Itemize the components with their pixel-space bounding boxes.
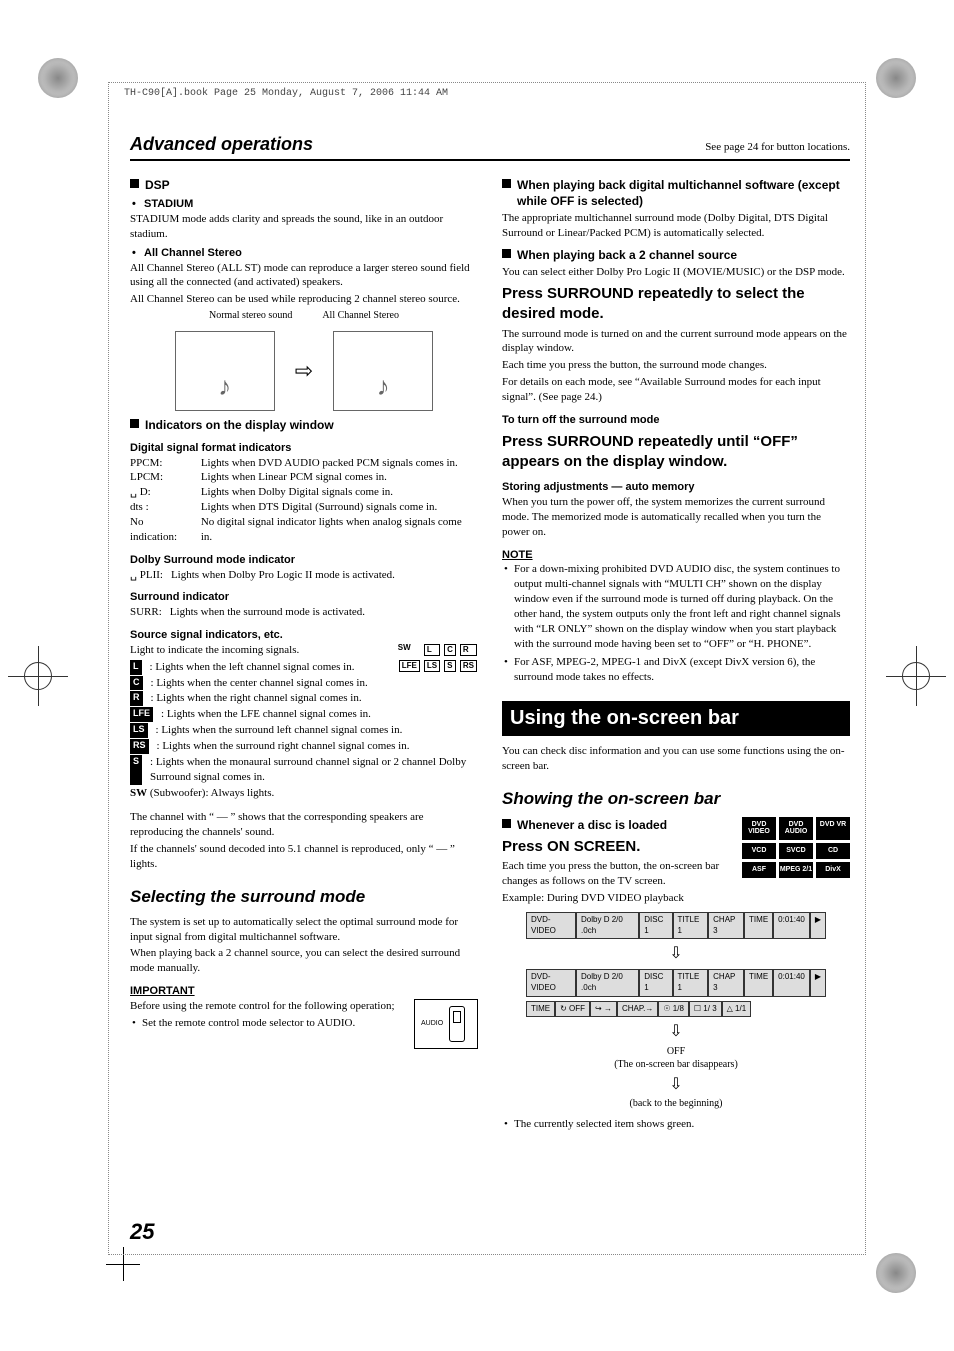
rs-chip: RS — [130, 739, 149, 754]
note-2: For ASF, MPEG-2, MPEG-1 and DivX (except… — [514, 655, 850, 685]
press-onscreen-b2: Example: During DVD VIDEO playback — [502, 891, 850, 906]
osd-bar-2: DVD-VIDEODolby D 2/0 .0chDISC 1TITLE 1CH… — [526, 969, 826, 997]
two-ch-body: You can select either Dolby Pro Logic II… — [502, 265, 850, 280]
signal-indicator-grid: SW L C R LFE LS S RS — [398, 643, 478, 673]
important-b2: Set the remote control mode selector to … — [142, 1016, 478, 1031]
all-channel-stereo-heading: All Channel Stereo — [144, 246, 478, 261]
press-surround-b3: For details on each mode, see “Available… — [502, 375, 850, 405]
dolby-mode-heading: Dolby Surround mode indicator — [130, 553, 478, 568]
registration-mark-right — [896, 656, 936, 696]
digital-format-heading: Digital signal format indicators — [130, 441, 478, 456]
note-heading: NOTE — [502, 548, 850, 563]
s-chip: S — [130, 755, 142, 785]
surround-ind-heading: Surround indicator — [130, 590, 478, 605]
right-column: When playing back digital multichannel s… — [502, 171, 850, 1136]
multi-heading: When playing back digital multichannel s… — [502, 177, 850, 209]
allch-body1: All Channel Stereo (ALL ST) mode can rep… — [130, 261, 478, 291]
osd-bar-3: TIME↻ OFF↪ →CHAP.→☉ 1/8☐ 1/ 3△ 1/1 — [526, 1001, 826, 1018]
down-arrow-icon: ⇩ — [502, 1074, 850, 1096]
select-mode-b2: When playing back a 2 channel source, yo… — [130, 946, 478, 976]
using-osd-b: You can check disc information and you c… — [502, 744, 850, 774]
r-chip: R — [130, 691, 143, 706]
page-content: Advanced operations See page 24 for butt… — [130, 134, 850, 1136]
two-ch-heading: When playing back a 2 channel source — [502, 247, 850, 263]
stereo-diagram: ♪ ⇨ ♪ — [130, 331, 478, 411]
indicators-heading: Indicators on the display window — [130, 417, 478, 433]
allch-body2: All Channel Stereo can be used while rep… — [130, 292, 478, 307]
using-osd-h1: Using the on-screen bar — [502, 701, 850, 736]
c-chip: C — [130, 676, 143, 691]
surround-ind-row: SURR:Lights when the surround mode is ac… — [130, 605, 373, 620]
registration-mark-left — [18, 656, 58, 696]
off-label: OFF — [502, 1045, 850, 1059]
book-page-meta: TH-C90[A].book Page 25 Monday, August 7,… — [124, 88, 448, 99]
allch-stereo-fig: ♪ — [333, 331, 433, 411]
crop-mark-top-right — [876, 58, 916, 98]
normal-stereo-fig: ♪ — [175, 331, 275, 411]
stadium-body: STADIUM mode adds clarity and spreads th… — [130, 212, 478, 242]
storing-b: When you turn the power off, the system … — [502, 495, 850, 540]
press-surround-b2: Each time you press the button, the surr… — [502, 358, 850, 373]
lfe-chip: LFE — [130, 707, 153, 722]
l-chip: L — [130, 660, 142, 675]
stadium-heading: STADIUM — [144, 197, 478, 212]
turn-off-h: To turn off the surround mode — [502, 413, 850, 428]
press-surround-b1: The surround mode is turned on and the c… — [502, 327, 850, 357]
format-indicator-table: PPCM:Lights when DVD AUDIO packed PCM si… — [130, 456, 478, 545]
sw-line: SW (Subwoofer): Always lights. — [130, 786, 478, 801]
channel-dash-1: The channel with “ — ” shows that the co… — [130, 810, 478, 840]
currently-green: The currently selected item shows green. — [514, 1117, 850, 1132]
osd-bar-1: DVD-VIDEODolby D 2/0 .0chDISC 1TITLE 1CH… — [526, 912, 826, 940]
channel-dash-2: If the channels' sound decoded into 5.1 … — [130, 842, 478, 872]
section-title: Advanced operations — [130, 134, 313, 155]
left-column: DSP STADIUM STADIUM mode adds clarity an… — [130, 171, 478, 1136]
page-number: 25 — [130, 1219, 154, 1245]
disc-type-grid: DVD VIDEO DVD AUDIO DVD VR VCD SVCD CD A… — [742, 817, 850, 878]
ls-chip: LS — [130, 723, 148, 738]
down-arrow-icon: ⇩ — [502, 943, 850, 965]
two-column-layout: DSP STADIUM STADIUM mode adds clarity an… — [130, 171, 850, 1136]
note-list: For a down-mixing prohibited DVD AUDIO d… — [514, 562, 850, 685]
dolby-mode-row: ␣ PLII:Lights when Dolby Pro Logic II mo… — [130, 568, 403, 583]
press-until-off-h: Press SURROUND repeatedly until “OFF” ap… — [502, 432, 850, 473]
whenever-heading: Whenever a disc is loaded — [502, 817, 734, 833]
running-head: Advanced operations See page 24 for butt… — [130, 134, 850, 161]
dsp-heading: DSP — [130, 177, 478, 193]
selecting-surround-h2: Selecting the surround mode — [130, 886, 478, 909]
normal-stereo-label: Normal stereo sound — [209, 309, 292, 323]
crop-mark-bottom-right — [876, 1253, 916, 1293]
source-signal-heading: Source signal indicators, etc. — [130, 628, 478, 643]
down-arrow-icon: ⇩ — [502, 1021, 850, 1043]
disappears-note: (The on-screen bar disappears) — [502, 1058, 850, 1072]
multi-body: The appropriate multichannel surround mo… — [502, 211, 850, 241]
see-page-note: See page 24 for button locations. — [705, 141, 850, 153]
note-1: For a down-mixing prohibited DVD AUDIO d… — [514, 562, 850, 651]
arrow-icon: ⇨ — [295, 356, 313, 386]
important-heading: IMPORTANT — [130, 984, 478, 999]
allch-stereo-label: All Channel Stereo — [322, 309, 399, 323]
back-to-beginning: (back to the beginning) — [502, 1097, 850, 1111]
crop-mark-top-left — [38, 58, 78, 98]
showing-osd-h2: Showing the on-screen bar — [502, 788, 850, 811]
press-surround-h: Press SURROUND repeatedly to select the … — [502, 284, 850, 325]
select-mode-b1: The system is set up to automatically se… — [130, 915, 478, 945]
storing-h: Storing adjustments — auto memory — [502, 480, 850, 495]
